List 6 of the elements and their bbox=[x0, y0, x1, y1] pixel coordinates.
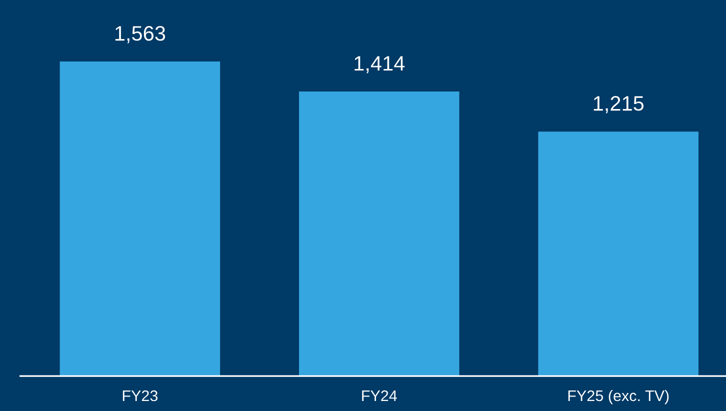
x-tick-label: FY24 bbox=[362, 390, 397, 402]
x-tick-label: FY23 bbox=[122, 390, 158, 402]
data-label: 1,414 bbox=[354, 56, 405, 74]
x-tick-label: FY25 (exc. TV) bbox=[568, 390, 669, 404]
data-label: 1,563 bbox=[115, 26, 166, 44]
data-label: 1,215 bbox=[594, 96, 644, 114]
